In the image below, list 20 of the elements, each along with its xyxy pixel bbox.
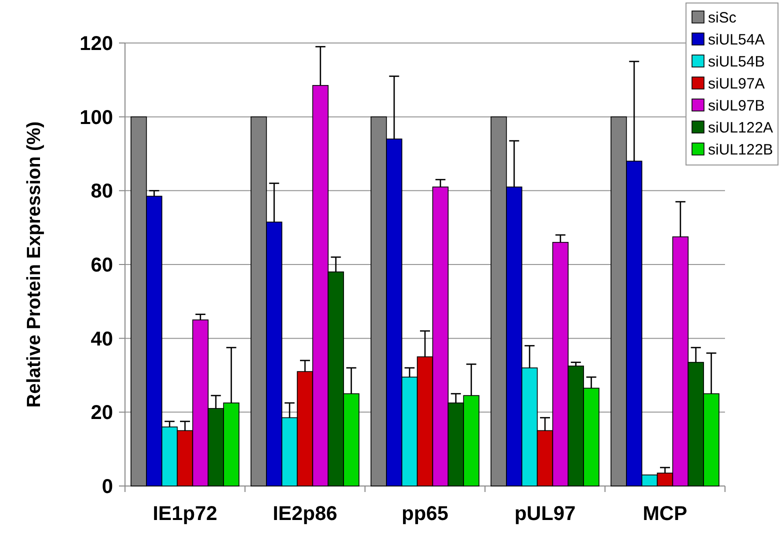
y-axis-title: Relative Protein Expression (%) <box>24 121 45 408</box>
legend-label: siUL122B <box>708 141 774 158</box>
legend-label: siUL97B <box>708 97 765 114</box>
y-tick-label: 20 <box>90 402 113 424</box>
legend-label: siUL122A <box>708 119 774 136</box>
y-tick-label: 120 <box>80 33 113 55</box>
y-tick-label: 100 <box>80 106 113 129</box>
x-tick-label: IE1p72 <box>152 503 218 525</box>
y-tick-label: 80 <box>90 180 113 203</box>
legend-label: siUL97A <box>708 75 765 92</box>
legend-label: siSc <box>708 9 737 26</box>
legend-label: siUL54B <box>708 53 765 70</box>
legend-label: siUL54A <box>708 31 765 48</box>
y-tick-label: 0 <box>102 476 113 498</box>
x-tick-label: pp65 <box>402 503 448 525</box>
x-tick-label: MCP <box>642 503 688 525</box>
x-tick-label: pUL97 <box>514 503 576 525</box>
y-tick-label: 60 <box>90 254 113 276</box>
y-tick-label: 40 <box>90 328 113 350</box>
x-tick-label: IE2p86 <box>272 503 338 525</box>
